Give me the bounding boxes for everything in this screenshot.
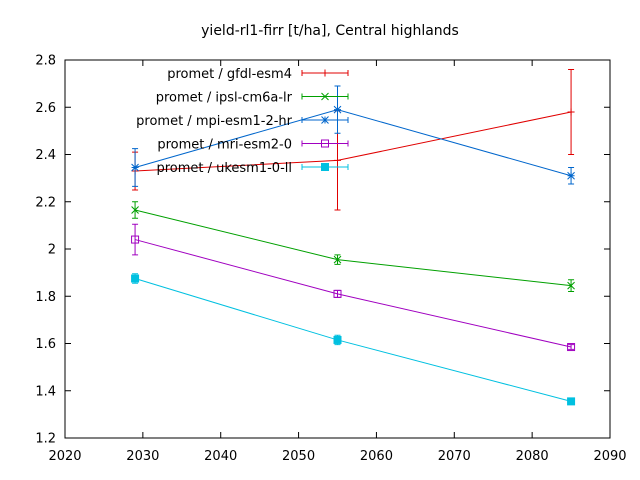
error-bar (132, 223, 139, 256)
y-tick-label: 1.2 (35, 432, 56, 447)
legend-item: promet / ipsl-cm6a-lr (156, 91, 349, 106)
legend-item: promet / mpi-esm1-2-hr (136, 114, 349, 129)
data-point (567, 171, 575, 180)
legend-label: promet / gfdl-esm4 (167, 67, 292, 82)
data-point (333, 105, 342, 114)
data-point (131, 163, 139, 172)
data-point (131, 235, 140, 244)
legend-errbar (301, 70, 349, 76)
y-tick-label: 2.4 (35, 148, 56, 163)
y-tick-label: 2.6 (35, 101, 56, 116)
data-point (333, 289, 342, 298)
legend-item: promet / gfdl-esm4 (167, 67, 349, 82)
data-point (131, 206, 139, 214)
legend-errbar (301, 140, 349, 147)
series-line (134, 209, 572, 287)
y-tick-label: 1.8 (35, 290, 56, 305)
data-point (131, 274, 140, 283)
data-point (334, 156, 341, 164)
y-tick-label: 2.2 (35, 195, 56, 210)
x-tick-label: 2020 (48, 449, 81, 464)
y-tick-label: 2 (48, 243, 56, 258)
y-tick-label: 2.8 (35, 54, 56, 69)
legend-item: promet / ukesm1-0-ll (156, 161, 349, 176)
legend-marker (321, 163, 329, 171)
data-point (567, 397, 576, 406)
legend-errbar (301, 164, 349, 170)
legend-marker (321, 69, 329, 77)
x-tick-label: 2080 (516, 449, 549, 464)
x-tick-label: 2050 (282, 449, 315, 464)
chart-title: yield-rl1-firr [t/ha], Central highlands (201, 23, 459, 39)
y-tick-label: 1.6 (35, 337, 56, 352)
series-3 (131, 223, 576, 352)
series-layer (131, 68, 576, 406)
data-point (567, 281, 575, 290)
y-axis: 1.2 1.4 1.6 1.8 2 2.2 2.4 2.6 2.8 (35, 54, 610, 447)
legend-marker (321, 92, 329, 101)
y-tick-label: 1.4 (35, 384, 56, 399)
legend-label: promet / ukesm1-0-ll (156, 161, 292, 176)
legend-label: promet / ipsl-cm6a-lr (156, 91, 293, 106)
legend: promet / gfdl-esm4 promet / ipsl-cm6a-lr p… (136, 67, 349, 176)
series-line (134, 239, 572, 348)
data-point (333, 255, 342, 264)
series-1 (131, 201, 575, 293)
legend-marker (321, 139, 329, 148)
legend-marker (321, 116, 329, 124)
x-tick-label: 2030 (126, 449, 159, 464)
data-point (333, 335, 342, 344)
data-point (567, 108, 575, 116)
x-tick-label: 2060 (360, 449, 393, 464)
legend-item: promet / mri-esm2-0 (157, 138, 349, 153)
legend-label: promet / mpi-esm1-2-hr (136, 114, 292, 129)
x-axis: 2020 2030 2040 2050 2060 2070 2080 2090 (48, 60, 627, 464)
data-point (567, 343, 576, 352)
legend-errbar (301, 117, 349, 123)
series-4 (131, 273, 576, 406)
x-tick-label: 2070 (438, 449, 471, 464)
x-tick-label: 2040 (204, 449, 237, 464)
legend-errbar (301, 93, 349, 100)
legend-label: promet / mri-esm2-0 (157, 138, 292, 153)
error-bar (568, 344, 575, 350)
series-2 (131, 85, 575, 187)
x-tick-label: 2090 (593, 449, 626, 464)
